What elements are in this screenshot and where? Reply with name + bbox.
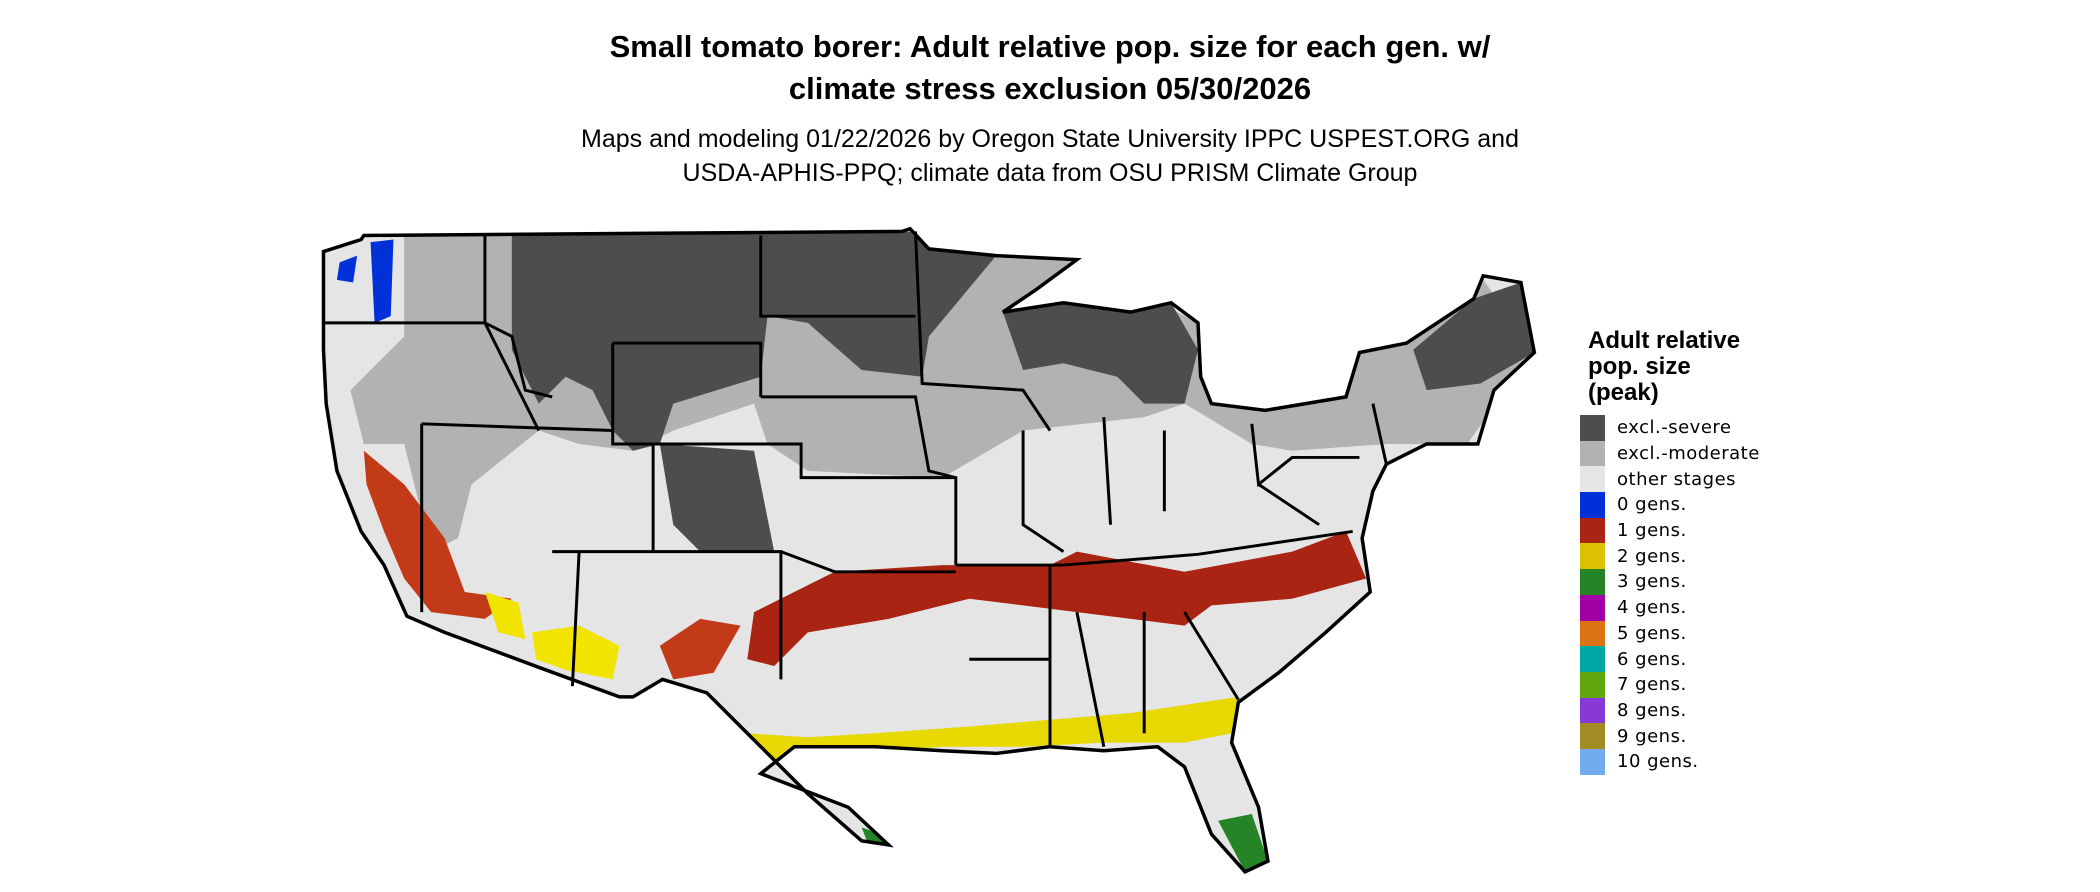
legend-item: 8 gens. (1580, 697, 1760, 724)
title-line-1: Small tomato borer: Adult relative pop. … (609, 29, 1491, 64)
legend-label: 9 gens. (1617, 725, 1687, 747)
region-2-gens-socal (484, 591, 526, 640)
region-0-gens-cascades (370, 239, 394, 323)
legend-swatch (1580, 440, 1605, 467)
legend-item: 1 gens. (1580, 517, 1760, 544)
legend-swatch (1580, 723, 1605, 749)
legend-label: 5 gens. (1617, 622, 1687, 644)
subtitle-line-2: USDA-APHIS-PPQ; climate data from OSU PR… (682, 159, 1418, 187)
region-2-gens-gulf (747, 696, 1239, 774)
region-1-gens-california (363, 450, 512, 619)
legend-swatch (1580, 517, 1605, 544)
legend-title-line: Adult relative (1588, 327, 1741, 354)
legend-swatch (1580, 671, 1605, 698)
legend: Adult relative pop. size (peak) excl.-se… (1580, 328, 1760, 775)
region-excl-severe-great-lakes (1002, 282, 1198, 404)
legend-title: Adult relative pop. size (peak) (1588, 328, 1760, 406)
legend-item: 7 gens. (1580, 671, 1760, 698)
subtitle-line-1: Maps and modeling 01/22/2026 by Oregon S… (581, 125, 1519, 153)
legend-item: 6 gens. (1580, 646, 1760, 672)
legend-item: other stages (1580, 466, 1760, 493)
legend-label: 3 gens. (1617, 571, 1687, 593)
legend-item: 4 gens. (1580, 594, 1760, 621)
legend-swatch (1580, 620, 1605, 647)
region-excl-severe-maine (1413, 282, 1535, 391)
legend-label: other stages (1617, 468, 1737, 490)
legend-item: 2 gens. (1580, 543, 1760, 570)
legend-label: excl.-severe (1617, 417, 1732, 439)
legend-label: 0 gens. (1617, 494, 1687, 516)
legend-item: excl.-moderate (1580, 440, 1760, 467)
legend-swatch (1580, 569, 1605, 595)
map-subtitle: Maps and modeling 01/22/2026 by Oregon S… (0, 122, 2100, 190)
legend-swatch (1580, 543, 1605, 570)
legend-swatch (1580, 594, 1605, 621)
title-line-2: climate stress exclusion 05/30/2026 (788, 71, 1312, 106)
legend-label: 10 gens. (1617, 751, 1699, 773)
legend-swatch (1580, 748, 1605, 775)
legend-title-line: (peak) (1588, 379, 1659, 406)
legend-item: 0 gens. (1580, 492, 1760, 518)
legend-items: excl.-severe excl.-moderate other stages 0 … (1580, 415, 1760, 775)
region-excl-severe-colorado (659, 443, 775, 552)
legend-item: 5 gens. (1580, 620, 1760, 647)
region-0-gens-olympics (336, 255, 358, 283)
state-borders (321, 226, 1537, 874)
legend-label: excl.-moderate (1617, 443, 1760, 465)
legend-item: 10 gens. (1580, 748, 1760, 775)
legend-label: 1 gens. (1617, 520, 1687, 542)
region-3-gens-florida (1218, 813, 1268, 872)
legend-item: 9 gens. (1580, 723, 1760, 749)
legend-swatch (1580, 466, 1605, 493)
region-1-gens-new-mexico (659, 618, 741, 680)
legend-item: excl.-severe (1580, 415, 1760, 441)
legend-swatch (1580, 697, 1605, 724)
legend-swatch (1580, 492, 1605, 518)
legend-swatch (1580, 415, 1605, 441)
legend-label: 4 gens. (1617, 597, 1687, 619)
map-fill (323, 228, 1535, 872)
legend-item: 3 gens. (1580, 569, 1760, 595)
legend-swatch (1580, 646, 1605, 672)
region-1-gens-band (747, 531, 1367, 666)
legend-label: 6 gens. (1617, 648, 1687, 670)
region-excl-severe (511, 231, 997, 451)
legend-label: 8 gens. (1617, 699, 1687, 721)
legend-title-line: pop. size (1588, 353, 1691, 380)
region-2-gens-arizona (532, 625, 620, 680)
map-title: Small tomato borer: Adult relative pop. … (0, 26, 2100, 110)
legend-label: 2 gens. (1617, 545, 1687, 567)
legend-label: 7 gens. (1617, 674, 1687, 696)
